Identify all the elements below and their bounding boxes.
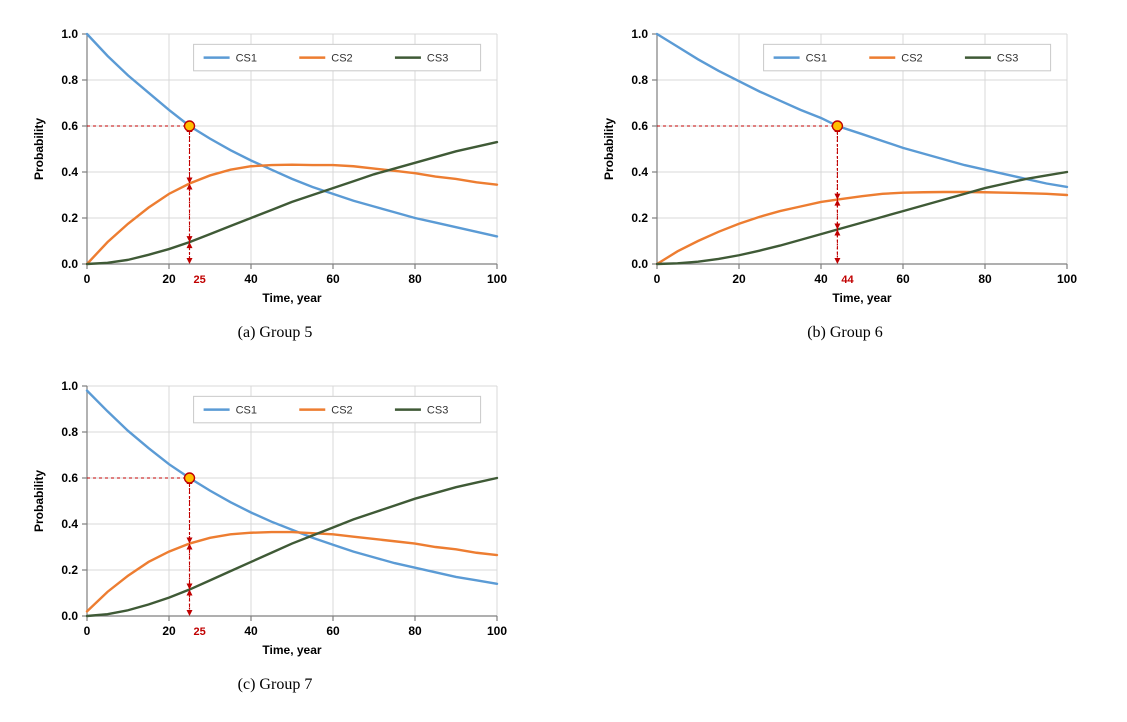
svg-text:0.8: 0.8 [61,73,78,87]
svg-text:44: 44 [841,274,854,286]
svg-text:CS2: CS2 [331,405,352,417]
svg-text:0: 0 [84,272,91,286]
svg-text:CS1: CS1 [806,53,827,65]
svg-text:CS2: CS2 [331,53,352,65]
svg-text:100: 100 [487,624,507,638]
svg-text:20: 20 [162,272,176,286]
svg-text:0.2: 0.2 [631,211,648,225]
svg-text:Time, year: Time, year [832,291,891,305]
svg-text:0.4: 0.4 [631,165,648,179]
svg-text:40: 40 [814,272,828,286]
svg-text:0.6: 0.6 [61,471,78,485]
panel-group7: 0 20 40 60 80 100 0.0 0.2 0.4 0.6 0.8 1.0 Time, year… [20,372,530,694]
svg-text:0.2: 0.2 [61,211,78,225]
svg-text:0.4: 0.4 [61,165,78,179]
svg-text:CS3: CS3 [997,53,1018,65]
svg-text:60: 60 [326,624,340,638]
svg-text:40: 40 [244,272,258,286]
svg-text:0: 0 [84,624,91,638]
svg-text:0.2: 0.2 [61,563,78,577]
svg-text:0.8: 0.8 [631,73,648,87]
svg-text:0: 0 [654,272,661,286]
svg-text:40: 40 [244,624,258,638]
chart-svg-g6: 0 20 40 60 80 100 0.0 0.2 0.4 0.6 0.8 1.0 Time, year… [595,20,1095,320]
svg-text:0.0: 0.0 [631,257,648,271]
svg-text:0.4: 0.4 [61,517,78,531]
svg-text:CS3: CS3 [427,405,448,417]
svg-text:100: 100 [487,272,507,286]
svg-text:Probability: Probability [32,118,46,180]
svg-text:60: 60 [326,272,340,286]
svg-text:80: 80 [408,624,422,638]
svg-text:0.0: 0.0 [61,257,78,271]
svg-text:CS2: CS2 [901,53,922,65]
svg-text:Time, year: Time, year [262,291,321,305]
svg-text:CS1: CS1 [236,53,257,65]
svg-text:60: 60 [896,272,910,286]
svg-text:25: 25 [194,274,206,286]
svg-text:CS3: CS3 [427,53,448,65]
svg-text:Probability: Probability [602,118,616,180]
svg-text:1.0: 1.0 [61,379,78,393]
svg-text:20: 20 [732,272,746,286]
chart-svg-g5: 0 20 40 60 80 100 0.0 0.2 0.4 0.6 0.8 1.0 Time, year… [25,20,525,320]
svg-text:100: 100 [1057,272,1077,286]
chart-svg-g7: 0 20 40 60 80 100 0.0 0.2 0.4 0.6 0.8 1.0 Time, year… [25,372,525,672]
caption-g6: (b) Group 6 [807,324,883,342]
svg-text:80: 80 [978,272,992,286]
caption-g7: (c) Group 7 [238,676,313,694]
svg-text:CS1: CS1 [236,405,257,417]
svg-text:20: 20 [162,624,176,638]
svg-text:Probability: Probability [32,470,46,532]
svg-text:1.0: 1.0 [631,27,648,41]
svg-text:1.0: 1.0 [61,27,78,41]
svg-text:0.6: 0.6 [61,119,78,133]
svg-text:0.6: 0.6 [631,119,648,133]
panel-group6: 0 20 40 60 80 100 0.0 0.2 0.4 0.6 0.8 1.0 Time, year… [590,20,1100,342]
svg-text:0.8: 0.8 [61,425,78,439]
svg-text:80: 80 [408,272,422,286]
chart-grid: 0 20 40 60 80 100 0.0 0.2 0.4 0.6 0.8 1.0 Time, year… [20,20,1100,694]
svg-text:Time, year: Time, year [262,643,321,657]
caption-g5: (a) Group 5 [238,324,313,342]
svg-text:0.0: 0.0 [61,609,78,623]
svg-text:25: 25 [194,626,206,638]
panel-group5: 0 20 40 60 80 100 0.0 0.2 0.4 0.6 0.8 1.0 Time, year… [20,20,530,342]
